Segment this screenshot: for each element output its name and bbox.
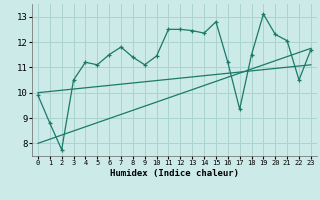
X-axis label: Humidex (Indice chaleur): Humidex (Indice chaleur) [110, 169, 239, 178]
